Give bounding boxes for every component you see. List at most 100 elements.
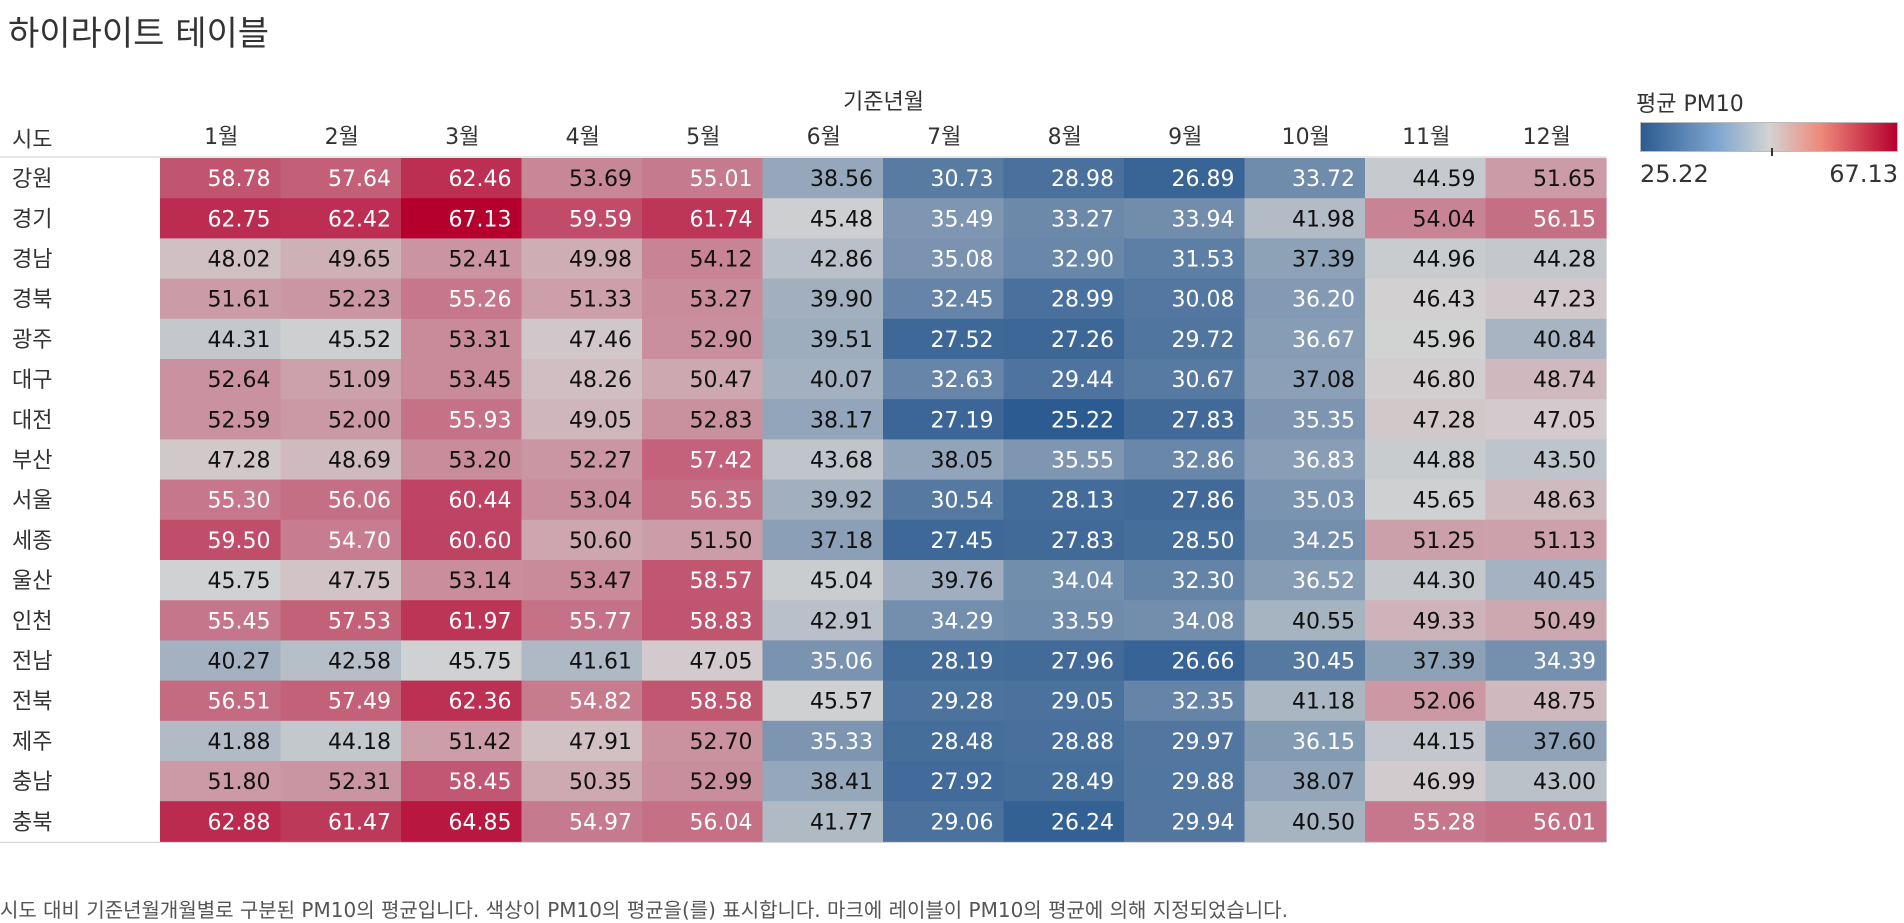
cell-value-label: 28.50 [1172,529,1235,554]
heatmap-cell [883,359,1005,400]
cell-value-label: 37.18 [810,529,873,554]
row-header-label: 시도 [12,128,53,153]
cell-value-label: 52.64 [208,368,271,393]
heatmap-cell [642,640,764,682]
heatmap-cell [883,680,1005,722]
heatmap-cell [883,600,1005,641]
cell-value-label: 27.83 [1051,529,1114,554]
heatmap-cell [280,399,402,440]
heatmap-cell [521,238,643,280]
cell-value-label: 28.88 [1051,730,1114,755]
cell-value-label: 39.90 [810,288,873,313]
heatmap-cell [1244,238,1366,280]
cell-value-label: 48.26 [569,368,632,393]
heatmap-cell [280,479,402,521]
cell-value-label: 29.06 [931,810,994,835]
cell-value-label: 29.72 [1172,328,1235,353]
cell-value-label: 45.75 [449,650,512,675]
heatmap-cell [1003,318,1125,360]
row-label: 광주 [12,328,52,353]
cell-value-label: 67.13 [449,207,512,232]
cell-value-label: 38.05 [931,449,994,474]
cell-value-label: 41.98 [1292,207,1355,232]
cell-value-label: 35.03 [1292,489,1355,514]
cell-value-label: 47.75 [328,569,391,594]
cell-value-label: 43.50 [1533,449,1596,474]
heatmap-cell [1244,318,1366,360]
heatmap-cell [1485,720,1607,762]
heatmap-cell [280,680,402,722]
heatmap-cell [280,158,402,199]
cell-value-label: 37.60 [1533,730,1596,755]
cell-value-label: 38.17 [810,408,873,433]
heatmap-cell [1124,519,1246,561]
heatmap-cell [1485,761,1607,802]
heatmap-cell [642,720,764,762]
cell-value-label: 47.28 [1413,408,1476,433]
cell-value-label: 46.99 [1413,770,1476,795]
heatmap-cell [401,600,523,641]
cell-value-label: 32.45 [931,288,994,313]
heatmap-cell [401,801,523,842]
heatmap-cell [401,519,523,561]
heatmap-cell [762,158,884,199]
cell-value-label: 58.83 [690,609,753,634]
heatmap-cell [1124,560,1246,601]
cell-value-label: 55.45 [208,609,271,634]
cell-value-label: 61.97 [449,609,512,634]
cell-value-label: 45.75 [208,569,271,594]
row-label: 충남 [12,770,52,795]
cell-value-label: 41.61 [569,650,632,675]
heatmap-cell [883,640,1005,682]
heatmap-cell [642,198,764,239]
cell-value-label: 55.30 [208,489,271,514]
heatmap-cell [401,479,523,521]
heatmap-cell [1003,680,1125,722]
row-label: 강원 [12,167,52,192]
heatmap-cell [1485,560,1607,601]
cell-value-label: 47.05 [690,650,753,675]
heatmap-cell [642,479,764,521]
cell-value-label: 29.97 [1172,730,1235,755]
legend-title: 평균 PM10 [1636,92,1744,117]
heatmap-cell [1124,600,1246,641]
cell-value-label: 55.77 [569,609,632,634]
heatmap-cell [762,560,884,601]
heatmap-cell [1003,801,1125,842]
heatmap-cell [280,519,402,561]
column-header: 5월 [686,125,720,150]
cell-value-label: 56.15 [1533,207,1596,232]
heatmap-cell [401,640,523,682]
cell-value-label: 42.58 [328,650,391,675]
cell-value-label: 57.64 [328,167,391,192]
heatmap-cell [1003,640,1125,682]
heatmap-cell [642,158,764,199]
heatmap-cell [160,479,282,521]
cell-value-label: 62.42 [328,207,391,232]
cell-value-label: 27.26 [1051,328,1114,353]
cell-value-label: 45.57 [810,690,873,715]
heatmap-cell [401,158,523,199]
heatmap-cell [1124,640,1246,682]
cell-value-label: 41.88 [208,730,271,755]
cell-value-label: 27.52 [931,328,994,353]
cell-value-label: 29.28 [931,690,994,715]
heatmap-cell [883,198,1005,239]
cell-value-label: 29.44 [1051,368,1114,393]
row-label: 경북 [12,288,52,313]
heatmap-cell [642,399,764,440]
cell-value-label: 53.04 [569,489,632,514]
heatmap-cell [160,761,282,802]
heatmap-cell [401,318,523,360]
cell-value-label: 27.96 [1051,650,1114,675]
cell-value-label: 33.94 [1172,207,1235,232]
heatmap-cell [1365,198,1487,239]
cell-value-label: 52.31 [328,770,391,795]
cell-value-label: 40.27 [208,650,271,675]
heatmap-cell [1485,600,1607,641]
heatmap-cell [280,198,402,239]
cell-value-label: 47.91 [569,730,632,755]
cell-value-label: 44.18 [328,730,391,755]
cell-value-label: 61.74 [690,207,753,232]
cell-value-label: 37.08 [1292,368,1355,393]
